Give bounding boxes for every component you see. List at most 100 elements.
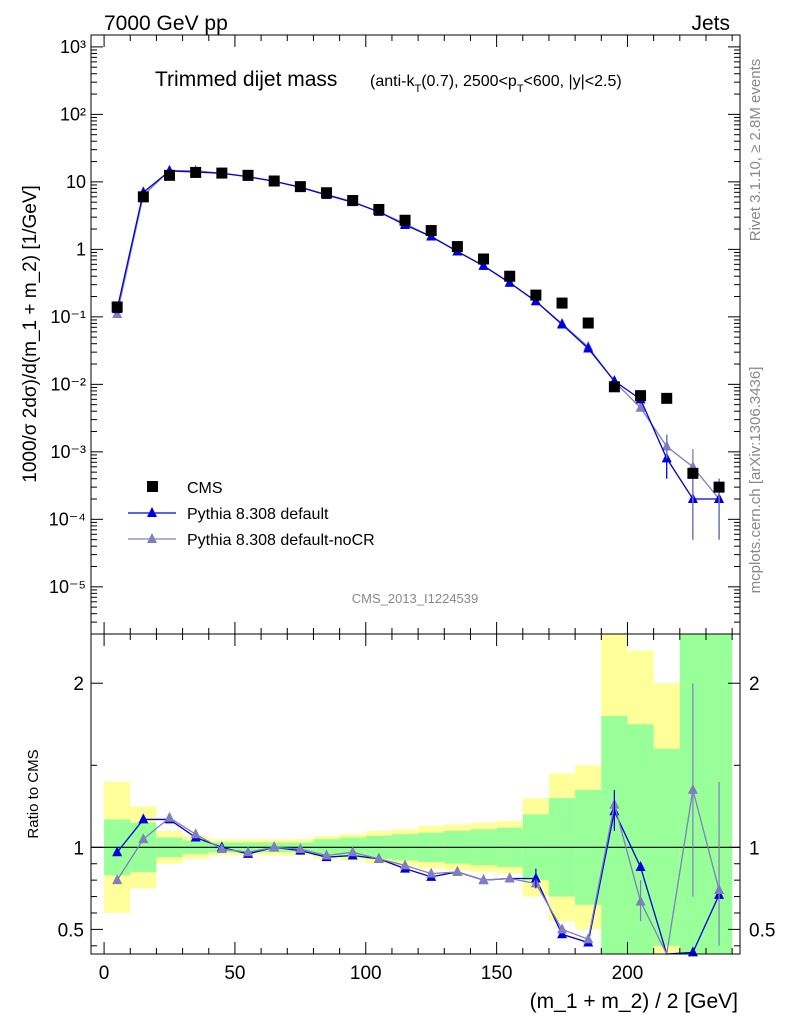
data-point-cms bbox=[478, 253, 490, 265]
data-point-cms bbox=[504, 270, 516, 282]
ratio-y-label: Ratio to CMS bbox=[25, 749, 42, 838]
data-point-cms bbox=[661, 392, 673, 404]
y-tick-label: 10² bbox=[60, 104, 86, 124]
ratio-point-nocr bbox=[557, 923, 568, 934]
data-point-cms bbox=[111, 301, 123, 313]
data-point-cms bbox=[216, 167, 228, 179]
data-point-cms bbox=[530, 289, 542, 301]
legend-marker-default bbox=[147, 507, 157, 517]
legend-marker-nocr bbox=[147, 533, 157, 543]
ratio-point-nocr bbox=[112, 874, 123, 885]
data-point-default bbox=[557, 318, 568, 329]
ratio-plot-area bbox=[91, 634, 740, 957]
legend-label-nocr: Pythia 8.308 default-noCR bbox=[187, 532, 375, 549]
y-tick-label: 10⁻² bbox=[50, 374, 86, 394]
ratio-y-tick-label: 2 bbox=[73, 674, 84, 695]
ratio-point-nocr bbox=[216, 842, 227, 853]
ratio-point-nocr bbox=[452, 865, 463, 876]
data-point-cms bbox=[635, 390, 647, 402]
y-tick-label: 10⁻⁴ bbox=[49, 509, 86, 529]
header-left: 7000 GeV pp bbox=[104, 12, 228, 35]
x-tick-label: 0 bbox=[99, 963, 110, 984]
ratio-point-nocr bbox=[295, 842, 306, 853]
legend-label-cms: CMS bbox=[187, 480, 223, 497]
ratio-point-nocr bbox=[243, 846, 254, 857]
ratio-point-default bbox=[112, 846, 123, 857]
title-suffix-mid: (0.7), 2500<p bbox=[421, 73, 517, 90]
main-panel: 10⁻⁵ 10⁻⁴ 10⁻³ 10⁻² 10⁻¹ 1 10 10² 10³ Trimmed di… bbox=[20, 34, 741, 635]
rivet-label: Rivet 3.1.10, ≥ 2.8M events bbox=[747, 59, 764, 242]
y-tick-label: 10⁻⁵ bbox=[49, 577, 86, 597]
title-suffix-sub1: T bbox=[414, 83, 421, 95]
series-line-nocr bbox=[116, 169, 720, 500]
legend-marker-cms bbox=[147, 481, 158, 492]
legend-item-default: Pythia 8.308 default bbox=[128, 506, 329, 523]
data-point-cms bbox=[582, 317, 594, 329]
data-point-cms bbox=[451, 241, 463, 253]
ratio-y-tick-label-right: 2 bbox=[749, 674, 760, 695]
ratio-frame bbox=[90, 633, 741, 955]
data-point-cms bbox=[268, 175, 280, 187]
data-point-default bbox=[478, 259, 489, 270]
y-tick-label: 10⁻³ bbox=[50, 442, 86, 462]
x-tick-label: 200 bbox=[612, 963, 644, 984]
y-tick-label: 10⁻¹ bbox=[50, 307, 86, 327]
chart-title: Trimmed dijet mass bbox=[155, 68, 337, 91]
data-point-cms bbox=[190, 166, 202, 178]
x-tick-label: 50 bbox=[224, 963, 245, 984]
chart-title-suffix: (anti-kT(0.7), 2500<pT<600, |y|<2.5) bbox=[370, 73, 622, 95]
watermark: CMS_2013_I1224539 bbox=[352, 591, 479, 606]
data-point-nocr bbox=[635, 401, 646, 412]
ratio-point-nocr bbox=[373, 852, 384, 863]
main-y-label: 1000/σ 2dσ)/d(m_1 + m_2) [1/GeV] bbox=[20, 185, 41, 483]
ratio-point-nocr bbox=[504, 872, 515, 883]
title-suffix-post: <600, |y|<2.5) bbox=[524, 73, 622, 90]
data-point-cms bbox=[321, 187, 333, 199]
data-point-cms bbox=[556, 297, 568, 309]
ratio-y-tick-label: 0.5 bbox=[58, 920, 84, 941]
data-point-cms bbox=[425, 225, 437, 237]
data-point-cms bbox=[373, 203, 385, 215]
x-tick-label: 100 bbox=[350, 963, 382, 984]
ratio-point-nocr bbox=[426, 867, 437, 878]
ratio-y-tick-label: 1 bbox=[73, 838, 84, 859]
ratio-point-nocr bbox=[478, 874, 489, 885]
y-tick-label: 10 bbox=[66, 172, 86, 192]
ratio-point-nocr bbox=[321, 849, 332, 860]
data-point-cms bbox=[608, 381, 620, 393]
data-point-cms bbox=[137, 191, 149, 203]
data-point-cms bbox=[242, 169, 254, 181]
ratio-x-axis: 0 50 100 150 200 bbox=[99, 634, 733, 984]
x-axis-label: (m_1 + m_2) / 2 [GeV] bbox=[530, 990, 738, 1013]
data-point-cms bbox=[164, 169, 176, 181]
legend: CMS Pythia 8.308 default Pythia 8.308 de… bbox=[128, 480, 375, 549]
data-point-cms bbox=[687, 467, 699, 479]
legend-label-default: Pythia 8.308 default bbox=[187, 506, 329, 523]
ratio-y-tick-label-right: 0.5 bbox=[749, 920, 775, 941]
ratio-point-nocr bbox=[400, 859, 411, 870]
legend-item-nocr: Pythia 8.308 default-noCR bbox=[128, 532, 375, 549]
title-suffix-pre: (anti-k bbox=[370, 73, 415, 90]
data-point-cms bbox=[294, 181, 306, 193]
data-point-cms bbox=[713, 481, 725, 493]
y-tick-label: 1 bbox=[76, 239, 86, 259]
ratio-y-tick-label-right: 1 bbox=[749, 838, 760, 859]
data-point-default bbox=[583, 342, 594, 353]
ratio-y-axis: 0.5 0.5 1 1 2 2 bbox=[58, 674, 775, 947]
header-right: Jets bbox=[691, 12, 730, 35]
ratio-point-default bbox=[138, 813, 149, 824]
ratio-point-nocr bbox=[347, 846, 358, 857]
ratio-line-nocr bbox=[116, 789, 720, 957]
legend-item-cms: CMS bbox=[147, 480, 223, 497]
main-plot-area bbox=[111, 164, 725, 540]
data-point-cms bbox=[399, 214, 411, 226]
ratio-panel: 0.5 0.5 1 1 2 2 0 50 100 150 200 Ratio to CMS (m_… bbox=[25, 633, 775, 1013]
ratio-point-nocr bbox=[164, 811, 175, 822]
ratio-point-nocr bbox=[138, 833, 149, 844]
y-tick-label: 10³ bbox=[60, 37, 86, 57]
source-label: mcplots.cern.ch [arXiv:1306.3436] bbox=[747, 367, 764, 594]
data-point-cms bbox=[347, 194, 359, 206]
main-x-ticks bbox=[103, 35, 733, 634]
ratio-point-nocr bbox=[190, 828, 201, 839]
